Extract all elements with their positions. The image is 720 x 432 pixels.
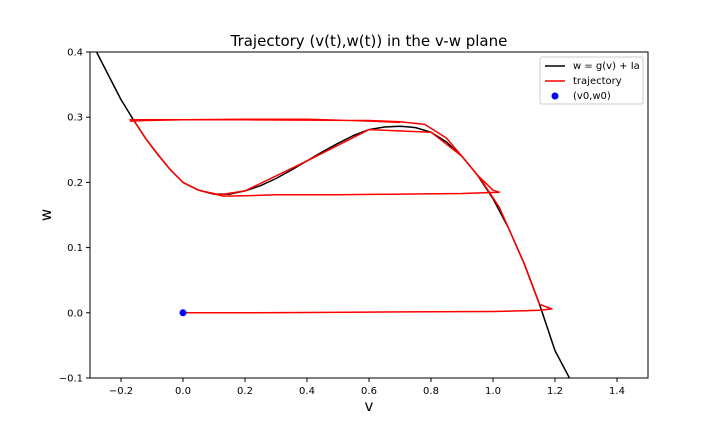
series-line-trajectory [129,118,553,314]
x-tick-label: −0.2 [109,386,133,397]
x-axis-label: v [365,397,374,415]
legend: w = g(v) + Ia trajectory (v0,w0) [539,56,644,105]
legend-label-curve: w = g(v) + Ia [573,61,640,72]
y-tick-label: −0.1 [59,374,83,385]
y-tick-label: 0.3 [67,113,83,124]
chart-title: Trajectory (v(t),w(t)) in the v-w plane [230,32,508,50]
y-tick-label: 0.4 [67,48,83,59]
legend-box [539,56,644,105]
x-tick-label: 0.8 [423,386,439,397]
y-tick-label: 0.1 [67,243,83,254]
legend-swatch-initial-point [551,92,559,100]
x-tick-label: 1.0 [485,386,501,397]
x-tick-label: 1.2 [547,386,563,397]
legend-label-trajectory: trajectory [573,76,622,87]
plot-area [95,52,571,378]
series-line-curve [95,52,571,378]
x-tick-label: 0.2 [237,386,253,397]
x-tick-label: 1.4 [609,386,625,397]
initial-point-marker [179,309,187,317]
y-tick-label: 0.0 [67,308,83,319]
x-tick-label: 0.0 [175,386,191,397]
y-tick-label: 0.2 [67,178,83,189]
legend-label-initial-point: (v0,w0) [573,91,611,102]
axis-ticks: −0.2 0.0 0.2 0.4 0.6 0.8 1.0 1.2 1.4 −0.1 0.0 0.1 0.… [59,48,625,398]
x-tick-label: 0.4 [299,386,315,397]
x-tick-label: 0.6 [361,386,377,397]
y-axis-label: w [37,209,55,221]
